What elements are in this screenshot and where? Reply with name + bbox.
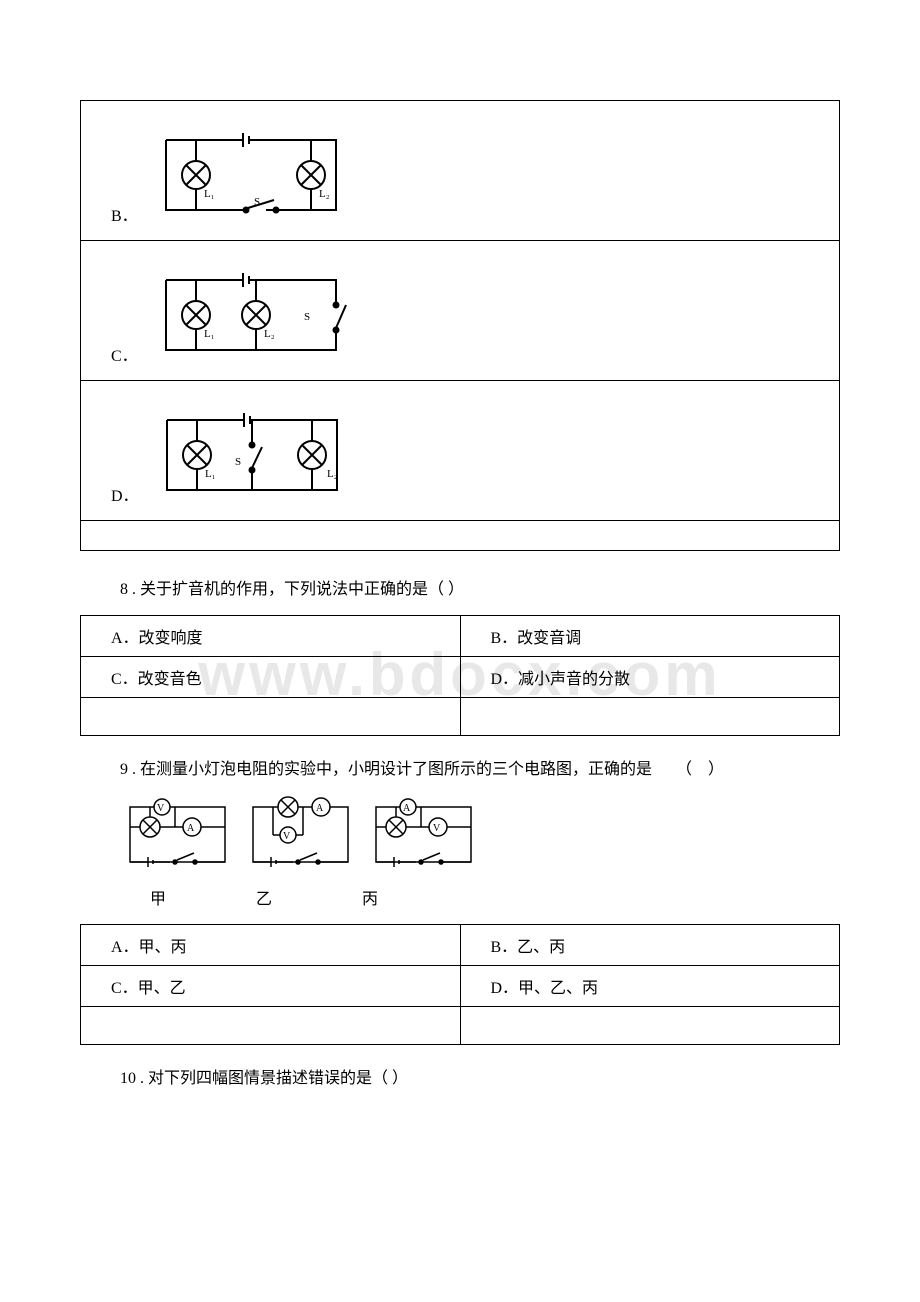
q9-diagram-labels: 甲 乙 丙 — [120, 885, 840, 909]
question-10-text: 10 . 对下列四幅图情景描述错误的是（ ） — [120, 1065, 840, 1094]
empty-row — [81, 521, 840, 551]
question-8-text: 8 . 关于扩音机的作用，下列说法中正确的是（ ） — [120, 576, 840, 605]
circuit-c-diagram: L₁ L₂ S — [146, 265, 356, 370]
option-d-cell: D． — [111, 405, 809, 510]
circuit-b-diagram: L₁ L₂ S — [146, 125, 356, 230]
option-c-label: C． — [111, 342, 138, 366]
q8-empty-2 — [460, 697, 840, 735]
svg-text:S: S — [254, 196, 260, 208]
svg-text:L₂: L₂ — [327, 468, 338, 480]
q9-diagrams: V A — [120, 795, 840, 875]
q8-option-d: D．减小声音的分散 — [460, 656, 840, 697]
svg-text:L₂: L₂ — [264, 328, 275, 340]
q9-option-b: B．乙、丙 — [460, 924, 840, 965]
label-yi: 乙 — [256, 885, 272, 909]
svg-text:L₂: L₂ — [319, 188, 330, 200]
page-content: B． — [80, 100, 840, 1093]
svg-text:S: S — [235, 456, 241, 468]
circuit-options-table: B． — [80, 100, 840, 551]
label-bing: 丙 — [362, 885, 378, 909]
q8-empty-1 — [81, 697, 461, 735]
q8-option-c: C．改变音色 — [81, 656, 461, 697]
circuit-yi: A V — [243, 795, 358, 875]
svg-text:V: V — [157, 803, 165, 814]
label-jia: 甲 — [150, 885, 166, 909]
q8-answer-table: A．改变响度 B．改变音调 C．改变音色 D．减小声音的分散 — [80, 615, 840, 736]
svg-text:A: A — [187, 823, 195, 834]
q8-option-a: A．改变响度 — [81, 615, 461, 656]
q8-option-b: B．改变音调 — [460, 615, 840, 656]
q9-answer-table: A．甲、丙 B．乙、丙 C．甲、乙 D．甲、乙、丙 — [80, 924, 840, 1045]
circuit-d-diagram: L₁ L₂ S — [147, 405, 357, 510]
svg-text:L₁: L₁ — [205, 468, 216, 480]
q9-empty-1 — [81, 1006, 461, 1044]
q9-option-a: A．甲、丙 — [81, 924, 461, 965]
svg-text:L₁: L₁ — [204, 328, 215, 340]
svg-text:V: V — [433, 823, 441, 834]
option-b-cell: B． — [111, 125, 809, 230]
q9-option-d: D．甲、乙、丙 — [460, 965, 840, 1006]
option-c-cell: C． — [111, 265, 809, 370]
svg-text:V: V — [283, 831, 291, 842]
svg-text:A: A — [316, 803, 324, 814]
q9-empty-2 — [460, 1006, 840, 1044]
option-d-label: D． — [111, 482, 139, 506]
circuit-bing: A V — [366, 795, 481, 875]
circuit-jia: V A — [120, 795, 235, 875]
svg-text:S: S — [304, 311, 310, 323]
svg-text:L₁: L₁ — [204, 188, 215, 200]
svg-text:A: A — [403, 803, 411, 814]
q9-option-c: C．甲、乙 — [81, 965, 461, 1006]
question-9-text: 9 . 在测量小灯泡电阻的实验中，小明设计了图所示的三个电路图，正确的是 （ ） — [120, 756, 840, 785]
option-b-label: B． — [111, 202, 138, 226]
